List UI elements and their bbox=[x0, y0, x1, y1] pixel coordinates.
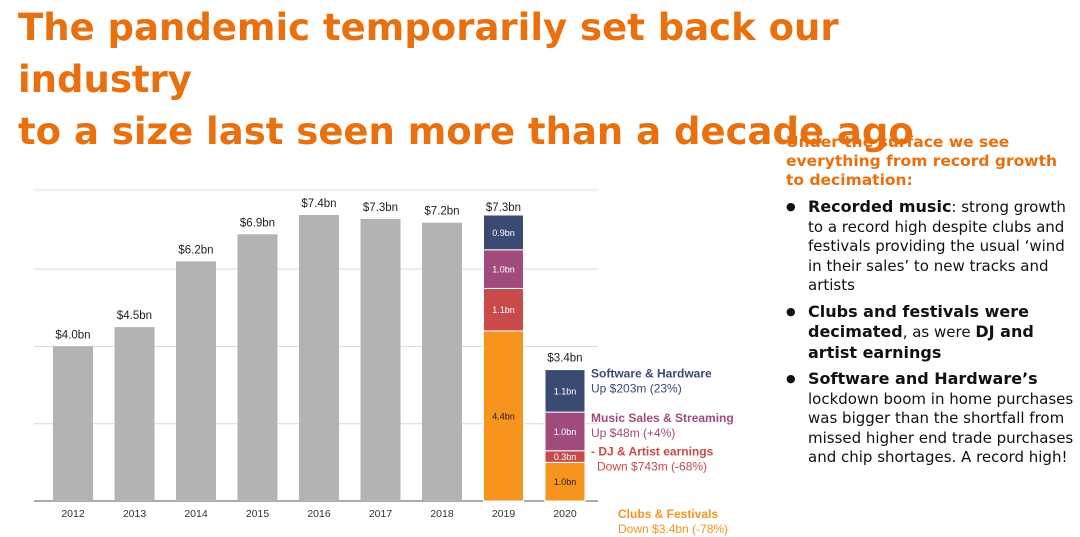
title-line-1: The pandemic temporarily set back our in… bbox=[18, 6, 839, 101]
total-label-2019: $7.3bn bbox=[486, 202, 521, 214]
segment-software-2019 bbox=[483, 214, 524, 251]
x-tick-2013: 2013 bbox=[123, 508, 147, 520]
x-tick-2014: 2014 bbox=[184, 508, 208, 520]
bullet-clubs-festivals: Clubs and festivals were decimated, as w… bbox=[786, 302, 1076, 364]
bullet-software-hardware: Software and Hardware’s lockdown boom in… bbox=[786, 369, 1076, 468]
annotation-detail-music: Up $48m (+4%) bbox=[591, 426, 675, 440]
segment-dj-2019 bbox=[483, 287, 524, 332]
x-tick-2019: 2019 bbox=[492, 508, 516, 520]
x-tick-2016: 2016 bbox=[307, 508, 331, 520]
bar-2015 bbox=[237, 234, 278, 501]
bar-2018 bbox=[422, 222, 462, 501]
segment-clubs-2019 bbox=[483, 330, 524, 502]
annotation-detail-clubs: Down $3.4bn (-78%) bbox=[618, 522, 728, 536]
revenue-chart: $4.0bn 2012 $4.5bn 2013 $6.2bn 2014 $6.9bn 2015… bbox=[34, 189, 734, 536]
x-tick-2018: 2018 bbox=[430, 508, 454, 520]
total-label-2012: $4.0bn bbox=[55, 329, 90, 341]
x-tick-2020: 2020 bbox=[553, 508, 577, 520]
segment-label-dj-2019: 1.1bn bbox=[492, 305, 515, 315]
annotation-title-software: Software & Hardware bbox=[591, 367, 712, 381]
segment-label-music-2020: 1.0bn bbox=[554, 427, 577, 437]
total-label-2014: $6.2bn bbox=[178, 244, 213, 256]
segment-software-2020 bbox=[544, 369, 586, 413]
annotation-title-dj: - DJ & Artist earnings bbox=[591, 445, 714, 459]
x-tick-2017: 2017 bbox=[369, 508, 393, 520]
total-label-2015: $6.9bn bbox=[240, 217, 275, 229]
segment-label-software-2019: 0.9bn bbox=[492, 228, 515, 238]
segment-music-2019 bbox=[483, 249, 524, 289]
total-label-2016: $7.4bn bbox=[301, 198, 336, 210]
bullet-recorded-music: Recorded music: strong growth to a recor… bbox=[786, 197, 1076, 296]
annotation-title-music: Music Sales & Streaming bbox=[591, 411, 734, 425]
segment-label-clubs-2019: 4.4bn bbox=[492, 411, 515, 421]
segment-label-clubs-2020: 1.0bn bbox=[554, 477, 577, 487]
total-label-2018: $7.2bn bbox=[424, 206, 459, 218]
total-label-2020: $3.4bn bbox=[547, 353, 582, 365]
segment-label-music-2019: 1.0bn bbox=[492, 265, 515, 275]
annotation-detail-dj: Down $743m (-68%) bbox=[597, 460, 707, 474]
bar-2017 bbox=[360, 218, 401, 501]
commentary-list: Recorded music: strong growth to a recor… bbox=[786, 197, 1076, 468]
total-label-2013: $4.5bn bbox=[117, 310, 152, 322]
page-title: The pandemic temporarily set back our in… bbox=[18, 2, 1018, 158]
commentary-heading: Under the surface we see everything from… bbox=[786, 133, 1058, 189]
total-label-2017: $7.3bn bbox=[363, 202, 398, 214]
bar-2012 bbox=[53, 346, 93, 501]
x-tick-2012: 2012 bbox=[61, 508, 85, 520]
commentary-panel: Under the surface we see everything from… bbox=[786, 133, 1076, 474]
title-line-2: to a size last seen more than a decade a… bbox=[18, 110, 914, 153]
bar-2013 bbox=[114, 327, 155, 501]
x-tick-2015: 2015 bbox=[246, 508, 270, 520]
segment-label-software-2020: 1.1bn bbox=[554, 386, 577, 396]
annotation-title-clubs: Clubs & Festivals bbox=[618, 507, 718, 521]
segment-music-2020 bbox=[544, 411, 586, 452]
bar-2016 bbox=[299, 215, 339, 501]
annotation-detail-software: Up $203m (23%) bbox=[591, 382, 682, 396]
segment-label-dj-2020: 0.3bn bbox=[554, 452, 577, 462]
segment-clubs-2020 bbox=[544, 461, 586, 502]
bar-2014 bbox=[176, 261, 216, 501]
